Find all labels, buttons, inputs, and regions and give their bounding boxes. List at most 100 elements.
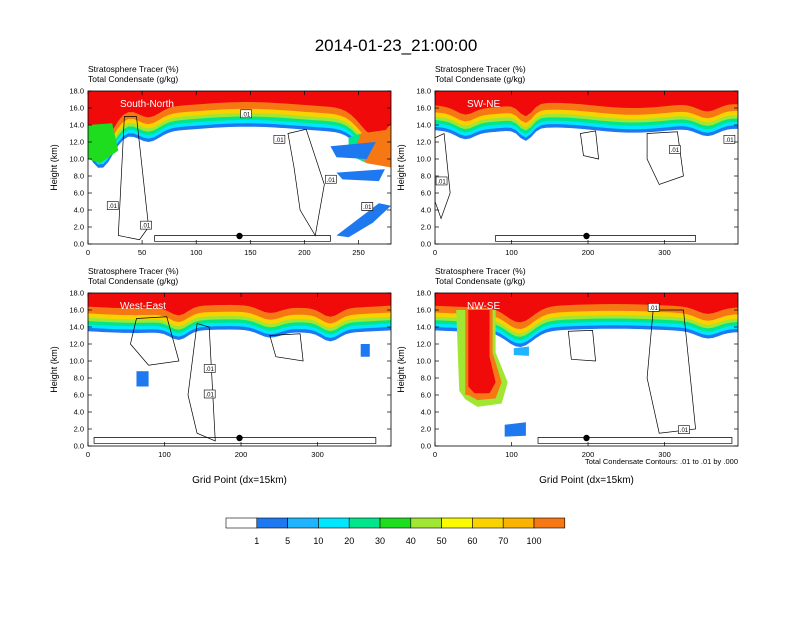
plot-area: .01 .01	[435, 293, 738, 446]
x-tick-label: 300	[658, 248, 671, 257]
plot-frame	[87, 292, 392, 447]
contour-label-box	[678, 425, 690, 435]
y-tick-label: 0.0	[421, 442, 431, 451]
colorbar-label: 70	[498, 536, 508, 546]
contour-label: .01	[206, 393, 215, 399]
y-tick-label: 8.0	[74, 172, 84, 181]
colorbar-label: 20	[344, 536, 354, 546]
chart-panel: .01 .01 West-East Stratosphere Tracer (%)To…	[49, 266, 392, 486]
colorbar-swatch	[533, 517, 566, 529]
y-tick-label: 10.0	[69, 357, 84, 366]
y-tick-label: 2.0	[74, 425, 84, 434]
colorbar-swatch	[472, 517, 504, 529]
x-tick-label: 200	[582, 450, 595, 459]
y-tick-label: 8.0	[74, 374, 84, 383]
y-tick-label: 14.0	[416, 323, 431, 332]
x-tick-label: 150	[244, 248, 257, 257]
y-tick-label: 14.0	[416, 121, 431, 130]
x-tick-label: 200	[298, 248, 311, 257]
y-tick-label: 18.0	[416, 289, 431, 298]
contour-label: .01	[725, 138, 734, 144]
tracer-patch	[504, 422, 526, 437]
contour-label-box	[273, 135, 286, 144]
panel-title-line2: Total Condensate (g/kg)	[88, 74, 178, 84]
y-tick-label: 16.0	[69, 104, 84, 113]
chart-panel: .01.01.01.01.01.01.01South-NorthStratosp…	[49, 64, 392, 257]
colorbar-swatch	[287, 517, 319, 529]
panel-title-line1: Stratosphere Tracer (%)	[435, 64, 526, 74]
colorbar-swatch	[410, 517, 442, 529]
contour-label: .01	[275, 138, 284, 144]
x-tick-label: 100	[190, 248, 203, 257]
colorbar-label: 60	[467, 536, 477, 546]
x-tick-label: 200	[582, 248, 595, 257]
y-tick-label: 18.0	[69, 289, 84, 298]
panel-title-line1: Stratosphere Tracer (%)	[88, 266, 179, 276]
plot-area: .01 .01	[88, 293, 391, 446]
location-marker	[236, 434, 243, 442]
panel-title-line1: Stratosphere Tracer (%)	[435, 266, 526, 276]
colorbar-label: 30	[375, 536, 385, 546]
chart-panel: .01 .01 .01 SW-NE Stratosphere Tracer (%)Tot…	[396, 64, 739, 257]
y-tick-label: 4.0	[74, 408, 84, 417]
contour-label-box	[325, 174, 337, 184]
tracer-patch	[330, 142, 376, 159]
y-tick-label: 6.0	[74, 391, 84, 400]
condensate-contour	[130, 316, 180, 366]
y-tick-label: 8.0	[421, 172, 431, 181]
plot-frame	[434, 292, 739, 447]
x-tick-label: 200	[235, 450, 248, 459]
colorbar-label: 1	[254, 536, 259, 546]
panel-title-line1: Stratosphere Tracer (%)	[88, 64, 179, 74]
contour-label-box	[435, 176, 448, 186]
colorbar-swatch	[348, 517, 381, 529]
y-tick-label: 2.0	[74, 223, 84, 232]
x-axis-label: Grid Point (dx=15km)	[539, 475, 634, 486]
figure-title: 2014-01-23_21:00:00	[315, 36, 478, 55]
colorbar-swatch	[318, 517, 350, 529]
location-marker	[583, 434, 590, 442]
x-tick-label: 0	[433, 450, 437, 459]
colorbar-swatch	[502, 517, 535, 529]
condensate-contour	[580, 130, 600, 160]
tracer-band	[88, 293, 391, 317]
y-tick-label: 10.0	[416, 357, 431, 366]
y-tick-label: 10.0	[416, 155, 431, 164]
contour-label: .01	[437, 179, 446, 185]
x-tick-label: 300	[658, 450, 671, 459]
contour-label-box	[361, 202, 374, 211]
colorbar-swatch	[225, 517, 258, 529]
plot-area: .01.01.01.01.01.01.01	[88, 91, 391, 244]
y-tick-label: 12.0	[416, 138, 431, 147]
contour-label-box	[140, 220, 152, 230]
tracer-patch	[336, 203, 391, 238]
condensate-contour	[537, 437, 733, 444]
y-tick-label: 14.0	[69, 323, 84, 332]
tracer-band	[435, 91, 738, 117]
x-tick-label: 250	[352, 248, 365, 257]
y-tick-label: 2.0	[421, 223, 431, 232]
condensate-contour	[646, 309, 696, 434]
y-tick-label: 4.0	[421, 206, 431, 215]
condensate-contour	[269, 333, 304, 362]
condensate-contour	[117, 116, 149, 241]
tracer-patch	[136, 371, 149, 387]
x-tick-label: 100	[505, 450, 518, 459]
y-tick-label: 6.0	[74, 189, 84, 198]
x-tick-label: 0	[433, 248, 437, 257]
colorbar-label: 100	[526, 536, 541, 546]
y-tick-label: 18.0	[416, 87, 431, 96]
y-tick-label: 12.0	[416, 340, 431, 349]
y-axis-label: Height (km)	[396, 144, 406, 191]
contour-label-box	[203, 389, 216, 399]
condensate-contour	[435, 132, 451, 220]
location-marker	[236, 232, 243, 240]
panel-label: SW-NE	[467, 99, 500, 110]
x-tick-label: 300	[311, 450, 324, 459]
colorbar-swatch	[256, 517, 288, 529]
plot-frame	[434, 90, 739, 245]
contour-label: .01	[142, 224, 151, 230]
y-tick-label: 0.0	[74, 240, 84, 249]
